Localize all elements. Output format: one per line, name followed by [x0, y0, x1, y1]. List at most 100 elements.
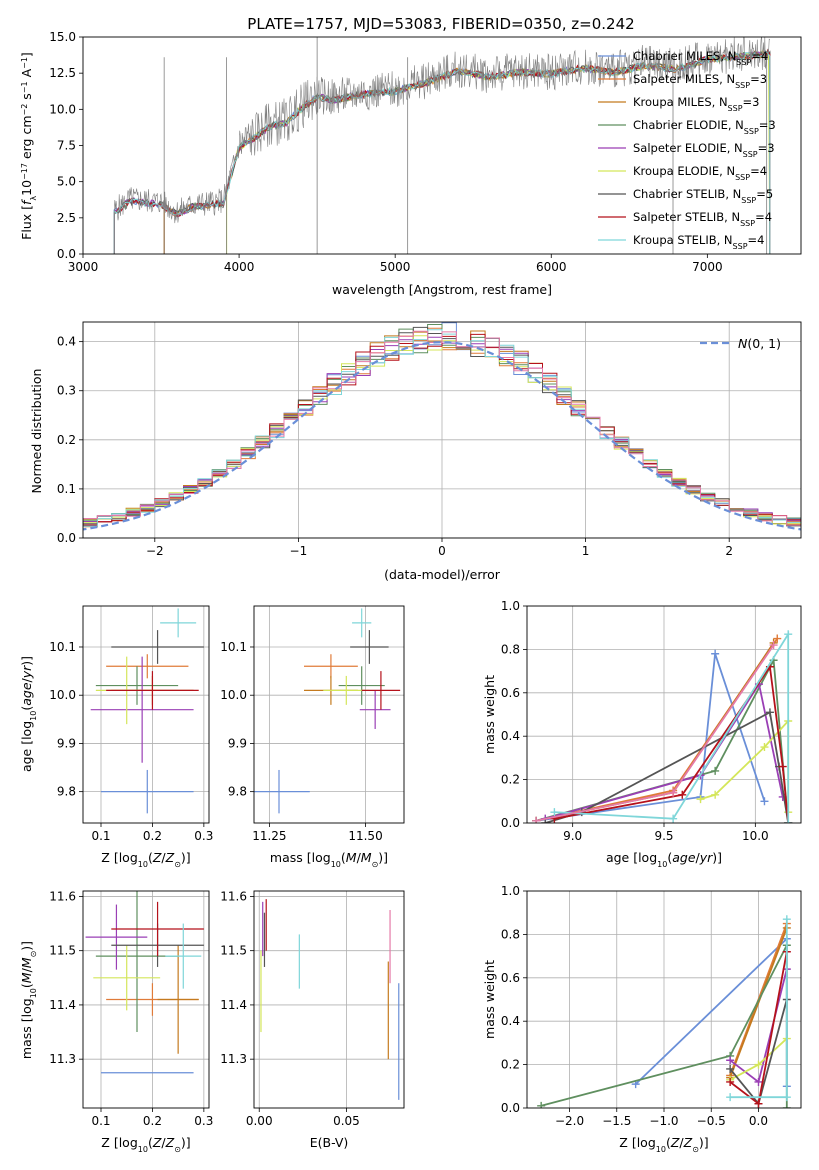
residuals-xtick-label: −1	[290, 544, 308, 558]
legend-label: Kroupa STELIB, NSSP=4	[633, 233, 764, 251]
age_vs_mass-ytick-label: 10.1	[220, 640, 247, 654]
mass_vs_Z-ytick-label: 11.6	[49, 889, 76, 903]
mass_vs_Z-xtick-label: 0.1	[91, 1114, 110, 1128]
age_vs_Z-xlabel: Z [log10(Z/Z⊙)]	[101, 850, 190, 869]
legend-label: Chabrier ELODIE, NSSP=3	[633, 118, 776, 136]
weight_vs_age-ytick-label: 0.2	[501, 773, 520, 787]
mass-weight-marker	[669, 814, 678, 823]
mass_vs_Z-plot-area	[83, 891, 209, 1108]
mass_vs_EBV-ytick-label: 11.3	[220, 1052, 247, 1066]
age_vs_mass-xtick-label: 11.50	[348, 829, 382, 843]
age_vs_mass-ytick-label: 10.0	[220, 688, 247, 702]
spectrum-xtick-label: 3000	[68, 260, 99, 274]
spectrum-legend: Chabrier MILES, NSSP=4 Salpeter MILES, NS…	[598, 49, 776, 251]
mass-weight-marker	[760, 743, 769, 752]
mass-weight-marker	[678, 790, 687, 799]
spectrum-ytick-label: 12.5	[49, 66, 76, 80]
residual-ylabel: Normed distribution	[29, 369, 44, 494]
weight_vs_Z-ytick-label: 1.0	[501, 884, 520, 898]
weight_vs_age-xtick-label: 9.5	[654, 829, 673, 843]
age_vs_mass-ytick-label: 9.8	[228, 785, 247, 799]
mass-weight-marker	[782, 1104, 791, 1108]
mass_vs_Z-panel: 0.1 0.2 0.3 11.3 11.4 11.5 11.6 Z [log10(Z/Z⊙)]…	[19, 889, 213, 1153]
mass-weight-marker	[782, 915, 791, 924]
spectrum-ytick-label: 7.5	[57, 139, 76, 153]
mass-weight-marker	[726, 1093, 735, 1102]
weight_vs_Z-ytick-label: 0.8	[501, 927, 520, 941]
age_vs_mass-panel: 11.25 11.50 9.8 9.9 10.0 10.1 mass [log10(M/M⊙…	[220, 605, 405, 869]
weight_vs_Z-plot-area	[527, 891, 801, 1108]
figure-title: PLATE=1757, MJD=53083, FIBERID=0350, z=0…	[247, 15, 634, 33]
spectrum-ytick-label: 10.0	[49, 102, 76, 116]
mass-weight-marker	[726, 1056, 735, 1065]
legend-label: Chabrier STELIB, NSSP=5	[633, 187, 773, 205]
mass_vs_Z-xtick-label: 0.3	[194, 1114, 213, 1128]
mass_vs_Z-ytick-label: 11.5	[49, 944, 76, 958]
mass-weight-line	[729, 927, 788, 1078]
age_vs_Z-frame	[82, 605, 210, 824]
age_vs_Z-xtick-label: 0.2	[143, 829, 162, 843]
legend-label: Salpeter STELIB, NSSP=4	[633, 210, 772, 228]
legend-label: Salpeter MILES, NSSP=3	[633, 72, 767, 90]
age_vs_Z-ylabel: age [log10(age/yr)]	[19, 656, 38, 772]
weight_vs_age-panel: 9.0 9.5 10.0 0.0 0.2 0.4 0.6 0.8 1.0 age [log10(a…	[482, 599, 802, 869]
age_vs_mass-ytick-label: 9.9	[228, 736, 247, 750]
age_vs_Z-plot-area	[83, 606, 209, 823]
mass-weight-marker	[765, 708, 774, 717]
residuals-ytick-label: 0.0	[57, 531, 76, 545]
mass_vs_Z-frame	[82, 890, 210, 1109]
mass-weight-marker	[754, 1060, 763, 1069]
mass_vs_EBV-xlabel: E(B-V)	[310, 1135, 349, 1150]
spectrum-ytick-label: 15.0	[49, 30, 76, 44]
age_vs_mass-plot-area	[254, 606, 404, 823]
mass-weight-marker	[769, 641, 778, 650]
weight_vs_Z-xlabel: Z [log10(Z/Z⊙)]	[619, 1135, 708, 1154]
mass-weight-marker	[541, 819, 550, 823]
mass-weight-marker	[782, 1093, 791, 1102]
spectrum-ytick-label: 2.5	[57, 211, 76, 225]
age_vs_Z-xtick-label: 0.1	[91, 829, 110, 843]
weight_vs_age-xtick-label: 10.0	[742, 829, 769, 843]
mass-weight-marker	[696, 795, 705, 804]
mass_vs_Z-ytick-label: 11.4	[49, 998, 76, 1012]
spectrum-xtick-label: 6000	[536, 260, 567, 274]
weight_vs_age-ylabel: mass weight	[482, 675, 497, 754]
mass-weight-marker	[778, 762, 787, 771]
spectrum-panel: 3000 4000 5000 6000 7000 0.0 2.5 5.0 7.5 10.0 12.5…	[19, 30, 802, 297]
mass-weight-marker	[784, 630, 793, 639]
residuals-ytick-label: 0.2	[57, 433, 76, 447]
mass-weight-marker	[532, 816, 541, 823]
weight_vs_Z-xtick-label: −2.0	[555, 1114, 584, 1128]
spectrum-xtick-label: 5000	[380, 260, 411, 274]
mass_vs_Z-ytick-label: 11.3	[49, 1052, 76, 1066]
weight_vs_Z-ytick-label: 0.4	[501, 1014, 520, 1028]
mass-weight-marker	[754, 1077, 763, 1086]
chart-panels: 3000 4000 5000 6000 70000.02.55.07.510.012.5…	[19, 30, 802, 1154]
mass-weight-marker	[537, 1101, 546, 1108]
residuals-xtick-label: 1	[582, 544, 590, 558]
weight_vs_Z-frame	[526, 890, 802, 1109]
mass-weight-marker	[760, 797, 769, 806]
weight_vs_Z-ytick-label: 0.2	[501, 1058, 520, 1072]
weight_vs_age-plot-area	[527, 606, 801, 823]
residuals-xtick-label: −2	[146, 544, 164, 558]
age_vs_Z-ytick-label: 10.1	[49, 640, 76, 654]
weight_vs_age-ytick-label: 0.4	[501, 729, 520, 743]
mass-weight-marker	[550, 808, 559, 817]
mass_vs_EBV-ytick-label: 11.6	[220, 889, 247, 903]
spectrum-xlabel: wavelength [Angstrom, rest frame]	[332, 282, 552, 297]
weight_vs_Z-panel: −2.0 −1.5 −1.0 −0.5 0.0 0.0 0.2 0.4 0.6 0.8 1.0 Z […	[482, 884, 802, 1154]
spectrum-plot-area	[113, 37, 771, 254]
weight_vs_Z-xtick-label: −1.5	[602, 1114, 631, 1128]
weight_vs_Z-xtick-label: −0.5	[697, 1114, 726, 1128]
mass-weight-marker	[754, 1099, 763, 1108]
spectrum-observed-line	[113, 37, 771, 254]
mass_vs_EBV-ytick-label: 11.5	[220, 944, 247, 958]
residuals-frame	[82, 321, 802, 539]
spectrum-frame	[82, 36, 802, 255]
residuals-plot-area	[83, 322, 801, 538]
residuals-ytick-label: 0.4	[57, 335, 76, 349]
mass_vs_Z-xtick-label: 0.2	[143, 1114, 162, 1128]
legend-label: Kroupa ELODIE, NSSP=4	[633, 164, 767, 182]
mass-weight-marker	[669, 788, 678, 797]
